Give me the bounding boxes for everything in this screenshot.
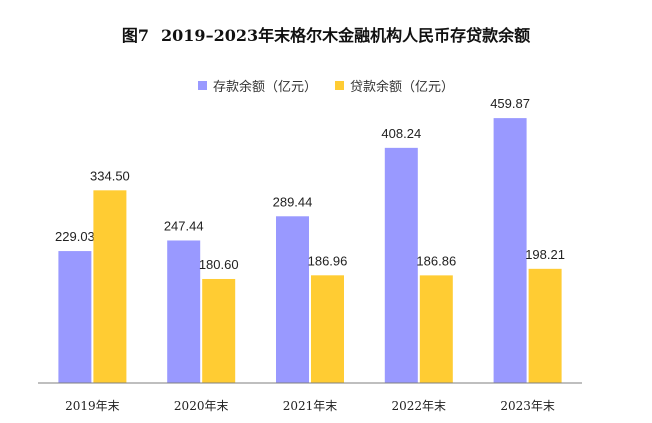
bar-loans-3 xyxy=(311,275,344,383)
data-label-loans-3: 186.96 xyxy=(308,253,348,268)
x-tick-label-3: 2021年末 xyxy=(283,399,338,413)
data-label-deposits-5: 459.87 xyxy=(490,96,530,111)
data-label-deposits-2: 247.44 xyxy=(164,218,204,233)
legend-item-deposits: 存款余额（亿元） xyxy=(197,76,317,95)
bar-deposits-3 xyxy=(276,216,309,383)
legend-swatch-loans xyxy=(335,81,344,90)
legend: 存款余额（亿元） 贷款余额（亿元） xyxy=(0,76,652,95)
chart-title: 图7 2019–2023年末格尔木金融机构人民币存贷款余额 xyxy=(0,22,652,46)
bar-deposits-1 xyxy=(58,251,92,383)
legend-swatch-deposits xyxy=(197,81,207,90)
x-tick-label-2: 2020年末 xyxy=(174,399,229,413)
bar-loans-5 xyxy=(528,268,562,383)
data-label-loans-4: 186.86 xyxy=(416,253,456,268)
legend-item-loans: 贷款余额（亿元） xyxy=(335,76,454,95)
chart-title-text: 2019–2023年末格尔木金融机构人民币存贷款余额 xyxy=(161,26,531,45)
data-label-loans-5: 198.21 xyxy=(525,247,565,262)
bar-loans-2 xyxy=(202,278,236,383)
figure-label: 图7 xyxy=(121,26,150,45)
data-label-deposits-1: 229.03 xyxy=(55,229,95,244)
bar-deposits-4 xyxy=(384,147,418,383)
bar-deposits-5 xyxy=(493,118,527,384)
data-label-loans-2: 180.60 xyxy=(199,257,239,272)
legend-label-deposits: 存款余额（亿元） xyxy=(212,80,317,95)
x-tick-label-4: 2022年末 xyxy=(392,399,447,413)
x-tick-label-5: 2023年末 xyxy=(500,399,555,413)
bar-loans-4 xyxy=(419,275,453,383)
bar-loans-1 xyxy=(93,190,127,383)
x-tick-label-1: 2019年末 xyxy=(65,399,120,413)
data-label-loans-1: 334.50 xyxy=(90,168,130,183)
data-label-deposits-3: 289.44 xyxy=(273,194,313,209)
bar-deposits-2 xyxy=(167,240,201,383)
data-label-deposits-4: 408.24 xyxy=(381,126,421,141)
legend-label-loans: 贷款余额（亿元） xyxy=(350,80,455,95)
